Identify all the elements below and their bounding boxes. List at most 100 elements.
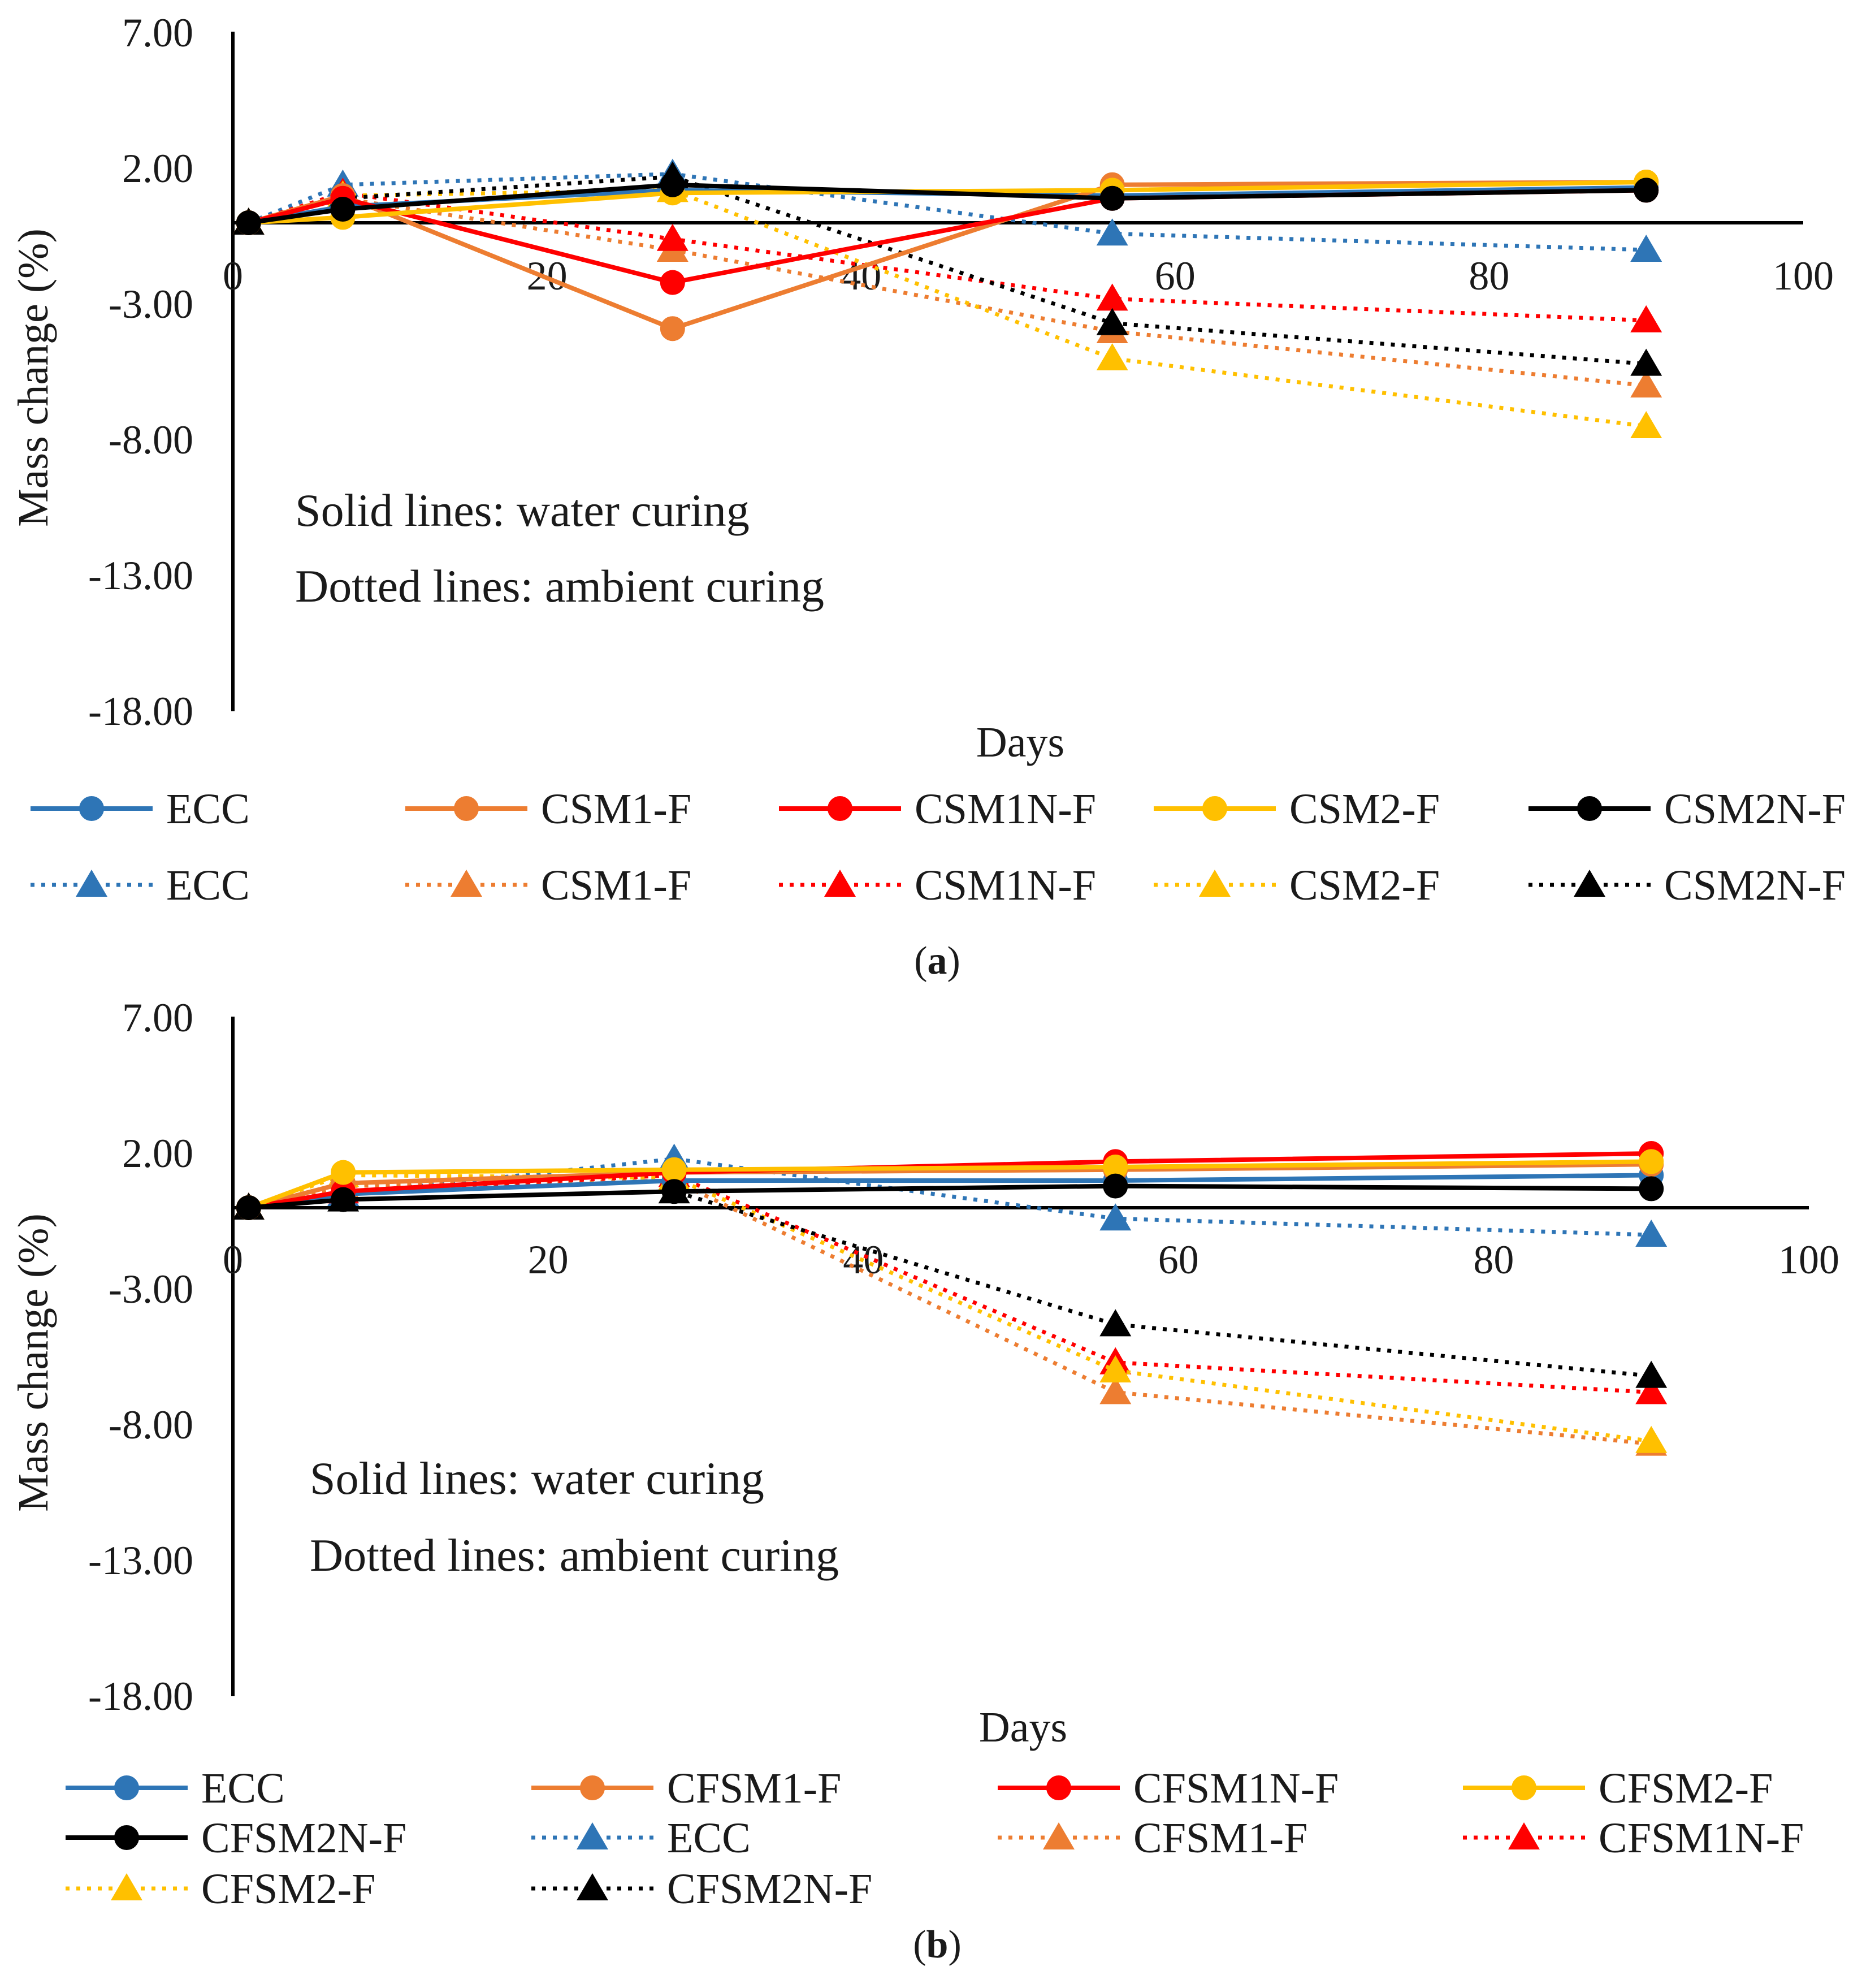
legend-label: CFSM2-F [201, 1865, 375, 1913]
legend-label: CSM1N-F [915, 862, 1096, 909]
legend-item-csm2n-f-dotted: CSM2N-F [1528, 862, 1846, 909]
y-tick-label: 2.00 [122, 1131, 193, 1176]
legend-marker [454, 796, 479, 821]
legend-marker [824, 870, 856, 897]
data-point [660, 270, 685, 295]
x-tick-label: 100 [1773, 253, 1834, 299]
data-point [1096, 283, 1128, 311]
data-point [1099, 1309, 1132, 1337]
annotation-text: Dotted lines: ambient curing [295, 560, 824, 612]
legend-item-csm2n-f-solid: CSM2N-F [1528, 785, 1846, 833]
y-axis-title: Mass change (%) [10, 1213, 57, 1512]
x-tick-label: 60 [1158, 1237, 1199, 1282]
x-tick-label: 20 [528, 1237, 569, 1282]
legend-marker [1199, 870, 1231, 897]
legend-marker [114, 1775, 139, 1800]
x-tick-label: 0 [223, 253, 243, 299]
series-csm2n-f-solid [236, 172, 1659, 235]
data-point [331, 1187, 356, 1212]
series-cfsm2-f-dotted [232, 1160, 1668, 1453]
data-point [1099, 185, 1125, 211]
legend-item-csm2-f-solid: CSM2-F [1154, 785, 1440, 833]
legend-label: CSM1-F [541, 862, 691, 909]
legend-item-cfsm2-f-dotted: CFSM2-F [66, 1865, 375, 1913]
data-point [1634, 178, 1659, 203]
x-axis-title: Days [979, 1704, 1067, 1751]
y-tick-label: -18.00 [88, 689, 193, 734]
data-point [1639, 1176, 1664, 1202]
data-point [1099, 1355, 1132, 1382]
legend-marker [451, 870, 482, 897]
legend-label: CFSM2N-F [667, 1865, 872, 1913]
y-tick-label: -8.00 [109, 1402, 193, 1447]
data-point [1630, 305, 1662, 332]
data-point [1630, 411, 1662, 438]
data-point [1635, 1220, 1668, 1247]
data-point [1630, 348, 1662, 376]
data-point [1635, 1425, 1668, 1453]
chart-caption: (b) [913, 1923, 962, 1967]
data-point [1635, 1360, 1668, 1388]
data-point [1096, 308, 1128, 335]
data-point [1639, 1149, 1664, 1174]
y-tick-label: -3.00 [109, 282, 193, 327]
legend-label: CSM2N-F [1664, 862, 1846, 909]
x-tick-label: 80 [1469, 253, 1509, 299]
legend-item-cfsm1-f-solid: CFSM1-F [531, 1765, 841, 1812]
legend-item-ecc-dotted: ECC [531, 1814, 751, 1862]
legend-marker [114, 1825, 139, 1850]
legend-marker [1512, 1775, 1536, 1800]
legend-marker [1046, 1775, 1071, 1800]
legend-item-cfsm1n-f-solid: CFSM1N-F [998, 1765, 1339, 1812]
legend-label: ECC [201, 1765, 285, 1812]
legend-label: CFSM1-F [1133, 1814, 1307, 1862]
series-csm2-f-dotted [232, 175, 1662, 438]
legend-marker [111, 1873, 142, 1900]
data-point [1630, 235, 1662, 262]
x-tick-label: 100 [1778, 1237, 1839, 1282]
legend-item-csm2-f-dotted: CSM2-F [1154, 862, 1440, 909]
series-cfsm1-f-dotted [232, 1165, 1668, 1456]
legend-item-ecc-dotted: ECC [31, 862, 250, 909]
legend-label: ECC [667, 1814, 751, 1862]
legend-marker [577, 1822, 608, 1849]
legend-marker [76, 870, 107, 897]
legend-label: CFSM1N-F [1599, 1814, 1804, 1862]
legend-item-csm1-f-dotted: CSM1-F [405, 862, 691, 909]
y-tick-label: 7.00 [122, 10, 193, 55]
series-cfsm2n-f-solid [236, 1173, 1664, 1220]
legend-item-cfsm1-f-dotted: CFSM1-F [998, 1814, 1307, 1862]
y-tick-label: 7.00 [122, 995, 193, 1040]
y-tick-label: -13.00 [88, 553, 193, 598]
chart-b: 7.002.00-3.00-8.00-13.00-18.000 20 40 60 80 1… [10, 995, 1839, 1967]
series-line [248, 174, 1647, 366]
annotation-text: Solid lines: water curing [295, 485, 750, 536]
series-line [248, 1173, 1652, 1394]
chart-a: 7.002.00-3.00-8.00-13.00-18.000 20 40 60 80 1… [10, 10, 1846, 983]
legend-item-csm1n-f-solid: CSM1N-F [779, 785, 1096, 833]
data-point [1099, 1377, 1132, 1404]
legend-marker [1574, 870, 1605, 897]
legend-item-csm1n-f-dotted: CSM1N-F [779, 862, 1096, 909]
y-tick-label: -13.00 [88, 1538, 193, 1583]
y-tick-label: -3.00 [109, 1267, 193, 1312]
x-tick-label: 0 [223, 1237, 243, 1282]
data-point [1635, 1377, 1668, 1404]
legend-label: CSM2-F [1289, 862, 1440, 909]
legend-label: ECC [166, 785, 250, 833]
legend-item-cfsm2n-f-dotted: CFSM2N-F [531, 1865, 872, 1913]
data-point [661, 1157, 687, 1182]
y-tick-label: 2.00 [122, 146, 193, 191]
series-line [248, 1178, 1652, 1446]
legend-marker [580, 1775, 605, 1800]
data-point [661, 1179, 687, 1204]
legend-label: CFSM2-F [1599, 1765, 1773, 1812]
data-point [1099, 1203, 1132, 1231]
annotation-text: Dotted lines: ambient curing [310, 1529, 839, 1581]
legend-item-cfsm2-f-solid: CFSM2-F [1463, 1765, 1773, 1812]
y-tick-label: -18.00 [88, 1674, 193, 1719]
legend-marker [577, 1873, 608, 1900]
x-tick-label: 80 [1473, 1237, 1514, 1282]
x-axis-title: Days [976, 719, 1064, 766]
